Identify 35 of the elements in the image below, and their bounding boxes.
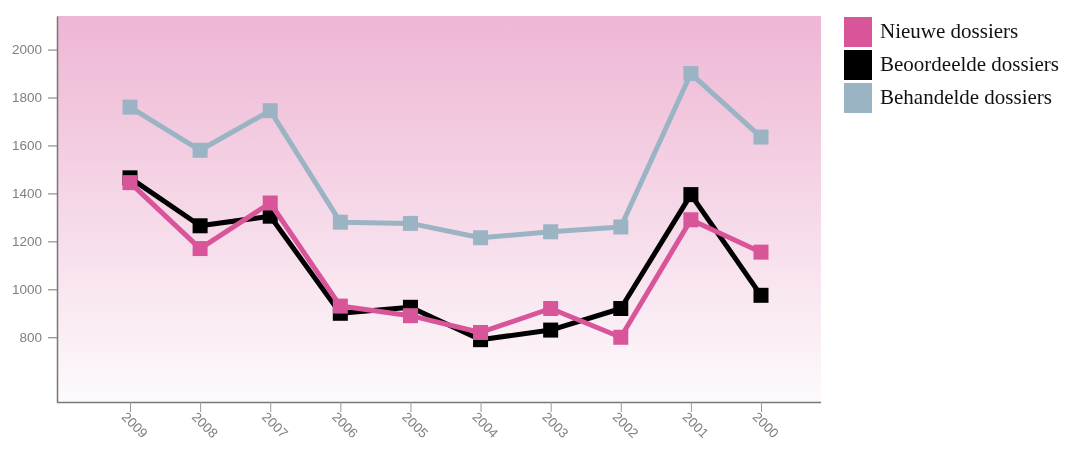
legend-label: Nieuwe dossiers bbox=[880, 19, 1019, 43]
point bbox=[683, 212, 699, 228]
point bbox=[753, 129, 769, 145]
point bbox=[402, 215, 418, 231]
point bbox=[192, 142, 208, 158]
point bbox=[122, 99, 138, 115]
point bbox=[192, 241, 208, 257]
point bbox=[332, 298, 348, 314]
point bbox=[473, 324, 489, 340]
point bbox=[613, 219, 629, 235]
y-tick-label: 1000 bbox=[11, 282, 42, 298]
point bbox=[262, 103, 278, 119]
point bbox=[753, 244, 769, 260]
point bbox=[543, 301, 559, 316]
point bbox=[613, 329, 629, 345]
point bbox=[683, 66, 699, 82]
y-tick-label: 800 bbox=[19, 330, 42, 346]
point bbox=[543, 322, 559, 338]
point bbox=[473, 230, 489, 246]
y-tick-label: 1800 bbox=[11, 90, 42, 106]
legend-label: Behandelde dossiers bbox=[880, 85, 1053, 109]
point bbox=[332, 214, 348, 230]
point bbox=[683, 187, 699, 203]
point bbox=[402, 308, 418, 324]
point bbox=[543, 224, 559, 240]
legend-label: Beoordeelde dossiers bbox=[880, 52, 1060, 76]
y-tick-label: 1600 bbox=[11, 138, 42, 154]
point bbox=[262, 195, 278, 211]
point bbox=[192, 218, 208, 234]
point bbox=[753, 287, 769, 303]
y-tick-label: 1200 bbox=[11, 234, 42, 250]
point bbox=[613, 301, 629, 316]
y-tick-label: 2000 bbox=[11, 42, 42, 58]
point bbox=[122, 175, 138, 191]
y-tick-label: 1400 bbox=[11, 186, 42, 202]
